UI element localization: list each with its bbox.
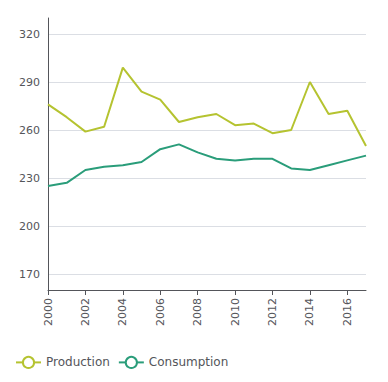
svg-text:2012: 2012 xyxy=(266,298,279,326)
svg-text:260: 260 xyxy=(19,124,40,137)
svg-text:2000: 2000 xyxy=(42,298,55,326)
svg-text:200: 200 xyxy=(19,220,40,233)
svg-text:2010: 2010 xyxy=(229,298,242,326)
svg-text:2002: 2002 xyxy=(79,298,92,326)
svg-text:Production: Production xyxy=(46,355,110,369)
svg-text:2016: 2016 xyxy=(341,298,354,326)
svg-text:320: 320 xyxy=(19,28,40,41)
svg-text:2008: 2008 xyxy=(191,298,204,326)
svg-text:2004: 2004 xyxy=(116,298,129,326)
svg-text:170: 170 xyxy=(19,268,40,281)
svg-text:290: 290 xyxy=(19,76,40,89)
svg-text:2014: 2014 xyxy=(303,298,316,326)
svg-text:Consumption: Consumption xyxy=(149,355,228,369)
svg-text:230: 230 xyxy=(19,172,40,185)
svg-text:2006: 2006 xyxy=(154,298,167,326)
